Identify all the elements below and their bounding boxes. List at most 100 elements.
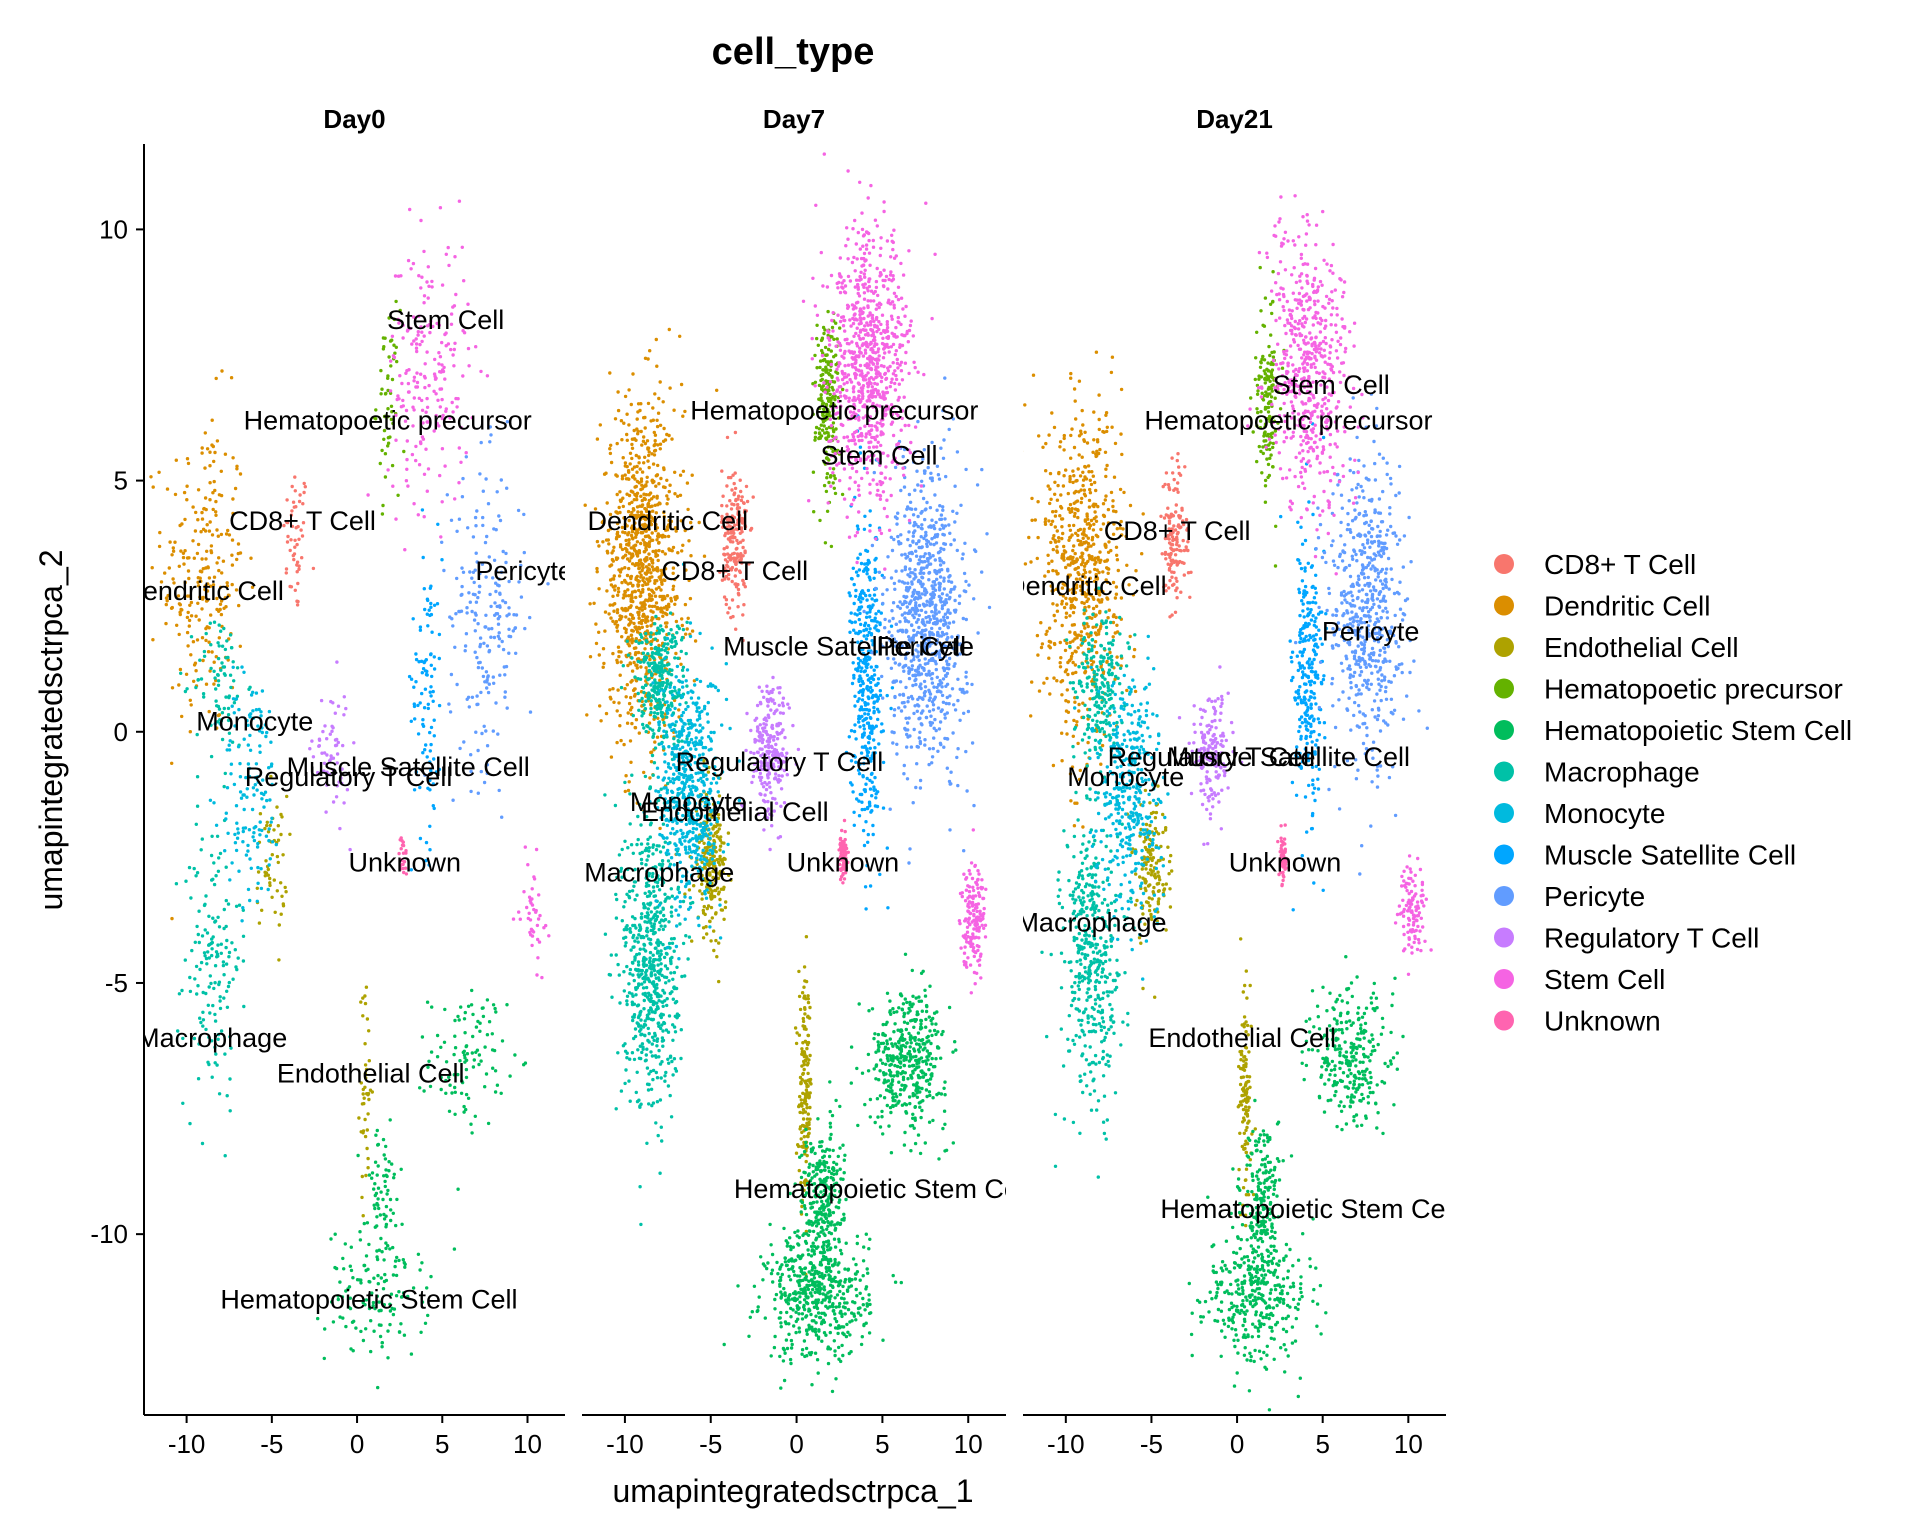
point	[201, 527, 206, 531]
point	[662, 467, 666, 472]
point	[500, 639, 504, 644]
point	[819, 1182, 823, 1186]
point	[359, 1081, 363, 1085]
point	[807, 1127, 812, 1131]
point	[381, 1137, 386, 1142]
point	[483, 540, 488, 545]
point	[632, 933, 636, 938]
point	[900, 1083, 904, 1087]
point	[208, 450, 212, 454]
point	[667, 548, 672, 552]
point	[736, 522, 741, 527]
point	[826, 1291, 830, 1295]
point	[818, 365, 822, 370]
point	[492, 558, 497, 562]
point	[609, 755, 614, 759]
point	[716, 876, 721, 881]
point	[863, 1102, 867, 1107]
point	[491, 576, 495, 580]
point	[293, 475, 297, 479]
point	[235, 967, 239, 972]
point	[259, 886, 264, 891]
point	[658, 442, 663, 446]
point	[386, 1329, 390, 1333]
point	[494, 589, 498, 594]
point	[837, 1270, 841, 1274]
point	[800, 1130, 804, 1135]
point	[719, 520, 724, 524]
point	[786, 1241, 790, 1245]
point	[200, 597, 205, 601]
point	[609, 460, 614, 465]
point	[450, 400, 454, 405]
point	[667, 602, 671, 606]
point	[393, 1264, 397, 1269]
point	[399, 867, 403, 871]
point	[639, 429, 643, 434]
point	[740, 521, 745, 525]
point	[424, 858, 428, 863]
point	[790, 1266, 795, 1270]
point	[787, 1259, 791, 1263]
point	[711, 875, 715, 880]
point	[821, 1292, 825, 1296]
point	[705, 862, 709, 866]
point	[448, 710, 453, 714]
point	[604, 471, 608, 475]
point	[789, 1338, 794, 1343]
point	[789, 1361, 793, 1366]
point	[389, 364, 393, 368]
point	[751, 495, 755, 499]
point	[462, 1104, 466, 1109]
point	[390, 1162, 394, 1166]
point	[242, 670, 246, 674]
point	[401, 1291, 406, 1295]
point	[378, 1334, 383, 1339]
point	[709, 895, 713, 899]
point	[517, 580, 521, 584]
point	[188, 730, 192, 734]
point	[225, 581, 229, 585]
point	[651, 561, 655, 565]
point	[640, 1050, 644, 1055]
point	[276, 860, 280, 865]
point	[342, 801, 346, 805]
point	[726, 565, 730, 569]
point	[821, 372, 825, 377]
point	[495, 1083, 500, 1087]
point	[529, 897, 533, 902]
point	[673, 492, 677, 496]
point	[365, 1017, 370, 1021]
point	[724, 900, 728, 904]
point	[498, 605, 502, 609]
point	[829, 1175, 833, 1180]
point	[744, 484, 749, 489]
point	[188, 594, 192, 598]
point	[394, 345, 398, 349]
point	[488, 425, 492, 429]
point	[855, 1234, 860, 1239]
point	[734, 582, 738, 586]
point	[627, 502, 632, 506]
point	[249, 866, 253, 870]
point	[916, 1031, 921, 1035]
point	[887, 1124, 891, 1128]
point	[400, 858, 404, 862]
point	[235, 821, 239, 825]
point	[317, 737, 322, 741]
point	[205, 589, 210, 593]
point	[636, 402, 641, 406]
point	[656, 716, 660, 720]
point	[494, 528, 498, 532]
point	[250, 807, 255, 812]
point	[188, 603, 192, 607]
point	[787, 1294, 791, 1298]
point	[633, 725, 637, 730]
point	[724, 531, 728, 536]
point	[456, 1187, 460, 1191]
point	[774, 1292, 779, 1297]
point	[260, 689, 265, 693]
point	[258, 750, 262, 754]
point	[375, 1294, 379, 1298]
point	[208, 974, 212, 978]
